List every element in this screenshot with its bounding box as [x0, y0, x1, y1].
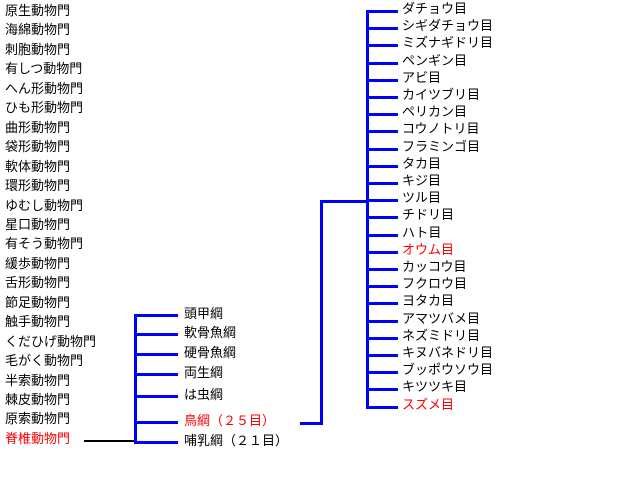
- order-label: ヨタカ目: [402, 294, 455, 310]
- order-branch-line: [366, 96, 398, 99]
- order-branch-line: [366, 268, 398, 271]
- order-branch-line: [366, 130, 398, 133]
- order-branch-line: [366, 337, 398, 340]
- order-label: カッコウ目: [402, 260, 467, 275]
- order-branch-line: [366, 216, 398, 219]
- phylum-label: へん形動物門: [5, 81, 84, 97]
- class-branch-line: [134, 353, 178, 356]
- class-label: 鳥綱（２５目）: [184, 414, 276, 429]
- order-label: アビ目: [402, 70, 442, 86]
- phylum-label: 半索動物門: [5, 373, 71, 389]
- class-label: 両生綱: [184, 366, 224, 381]
- order-branch-line: [366, 371, 398, 374]
- phylum-label: ゆむし動物門: [5, 198, 84, 214]
- order-label: フクロウ目: [402, 277, 468, 293]
- order-label: ダチョウ目: [402, 2, 468, 17]
- phylum-label: 海綿動物門: [5, 23, 71, 39]
- order-branch-line: [366, 199, 398, 202]
- order-label: キジ目: [402, 174, 442, 189]
- phylum-label: 脊椎動物門: [5, 431, 71, 447]
- class-branch-line: [134, 373, 178, 376]
- order-branch-line: [366, 302, 398, 305]
- order-branch-line: [366, 113, 398, 116]
- phylum-label: 袋形動物門: [5, 140, 71, 156]
- class-branch-line: [134, 333, 178, 336]
- phylum-label: 有そう動物門: [5, 237, 84, 253]
- order-branch-line: [366, 388, 398, 391]
- phylum-label: 軟体動物門: [5, 159, 71, 175]
- order-label: カイツブリ目: [402, 88, 481, 103]
- order-label: コウノトリ目: [402, 122, 480, 138]
- order-group-connector: [320, 200, 368, 203]
- order-label: ミズナギドリ目: [402, 36, 494, 52]
- phylum-label: 毛がく動物門: [5, 354, 84, 370]
- order-branch-line: [366, 79, 398, 82]
- bird-stem-line: [320, 200, 323, 425]
- class-label: 軟骨魚綱: [184, 326, 237, 341]
- order-branch-line: [366, 62, 398, 65]
- phylum-label: 有しつ動物門: [5, 62, 83, 78]
- order-label: チドリ目: [402, 208, 455, 224]
- class-branch-line: [134, 441, 178, 444]
- order-label: ハト目: [402, 225, 442, 241]
- order-label: オウム目: [402, 242, 455, 258]
- phylum-connector: [84, 440, 136, 442]
- phylum-label: 舌形動物門: [5, 276, 71, 292]
- class-branch-line: [134, 314, 178, 317]
- class-branch-line: [134, 395, 178, 398]
- order-branch-line: [366, 234, 398, 237]
- class-branch-line: [134, 421, 178, 424]
- order-label: ツル目: [402, 191, 442, 207]
- order-branch-line: [366, 354, 398, 357]
- order-branch-line: [366, 251, 398, 254]
- order-label: ネズミドリ目: [402, 328, 481, 344]
- class-label: 哺乳綱（２１目）: [184, 434, 289, 449]
- bird-class-connector: [300, 422, 323, 425]
- phylum-label: 緩歩動物門: [5, 256, 71, 272]
- order-branch-line: [366, 27, 398, 30]
- order-branch-line: [366, 148, 398, 151]
- order-label: タカ目: [402, 156, 442, 172]
- phylum-label: 曲形動物門: [5, 120, 71, 136]
- class-label: は虫綱: [184, 388, 224, 403]
- order-branch-line: [366, 165, 398, 168]
- phylum-label: ひも形動物門: [5, 101, 84, 117]
- order-branch-line: [366, 320, 398, 323]
- order-branch-line: [366, 182, 398, 185]
- class-label: 硬骨魚綱: [184, 346, 237, 361]
- order-branch-line: [366, 44, 398, 47]
- order-branch-line: [366, 10, 398, 13]
- phylum-label: 触手動物門: [5, 315, 71, 331]
- order-label: キヌバネドリ目: [402, 346, 494, 361]
- order-trunk-line: [366, 10, 369, 409]
- phylum-label: 棘皮動物門: [5, 393, 71, 408]
- phylum-label: 刺胞動物門: [5, 42, 71, 58]
- phylum-label: 環形動物門: [5, 179, 71, 195]
- phylum-label: 節足動物門: [5, 295, 71, 311]
- class-label: 頭甲綱: [184, 307, 224, 322]
- order-label: ブッポウソウ目: [402, 363, 494, 379]
- order-branch-line: [366, 285, 398, 288]
- order-label: シギダチョウ目: [402, 19, 494, 35]
- class-trunk-line: [134, 315, 137, 442]
- order-label: ペリカン目: [402, 105, 468, 121]
- phylum-label: 原生動物門: [5, 4, 71, 19]
- order-branch-line: [366, 406, 398, 409]
- phylum-label: 原索動物門: [5, 412, 71, 428]
- order-label: ペンギン目: [402, 53, 468, 69]
- phylum-label: 星口動物門: [5, 217, 71, 233]
- order-label: キツツキ目: [402, 380, 468, 396]
- order-label: フラミンゴ目: [402, 139, 481, 155]
- order-label: スズメ目: [402, 397, 455, 413]
- phylum-label: くだひげ動物門: [5, 334, 97, 350]
- order-label: アマツバメ目: [402, 311, 481, 327]
